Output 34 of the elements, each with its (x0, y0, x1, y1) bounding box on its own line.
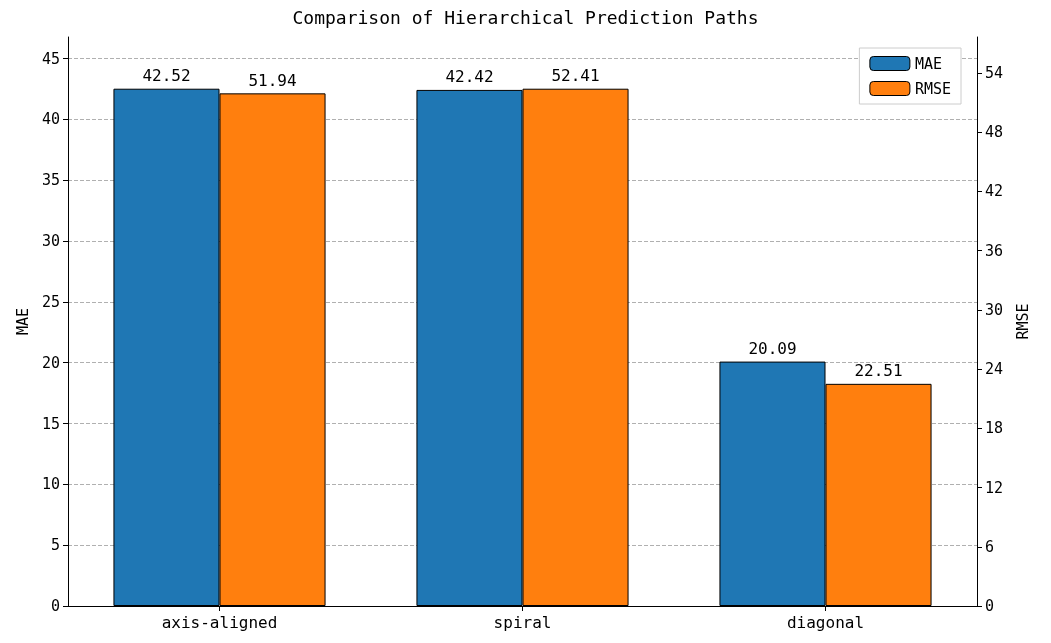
y2-tick-label: 36 (985, 241, 1004, 260)
data-label: 51.94 (248, 70, 297, 90)
y-tick-label: 35 (41, 171, 60, 190)
y-tick-label: 10 (41, 475, 60, 494)
y-tick-label: 20 (41, 353, 60, 372)
chart-title: Comparison of Hierarchical Prediction Paths (292, 6, 759, 28)
y2-tick-label: 0 (985, 597, 995, 615)
y2-tick-label: 6 (985, 537, 995, 556)
y-tick-label: 45 (41, 49, 60, 68)
data-label: 22.51 (854, 361, 903, 381)
y2-tick-label: 24 (985, 360, 1004, 379)
y-tick-label: 15 (41, 414, 60, 433)
x-tick-label: spiral (493, 612, 552, 632)
y2-tick-label: 18 (985, 419, 1004, 438)
y2-tick-label: 12 (985, 478, 1004, 497)
legend-label: MAE (914, 54, 942, 73)
y2-tick-label: 42 (985, 182, 1004, 201)
y-tick-label: 5 (50, 536, 60, 555)
y2-tick-label: 54 (985, 64, 1004, 83)
y-tick-label: 40 (41, 110, 60, 129)
data-label: 52.41 (551, 66, 600, 86)
data-label: 20.09 (748, 339, 797, 359)
y2-tick-label: 48 (985, 123, 1004, 142)
data-label: 42.52 (142, 66, 191, 86)
y-axis-title: MAE (13, 307, 32, 336)
data-label: 42.42 (445, 67, 494, 87)
y-tick-label: 0 (50, 597, 60, 615)
y-tick-label: 30 (41, 232, 60, 251)
x-tick-label: axis-aligned (161, 612, 278, 632)
x-tick-label: diagonal (786, 612, 865, 632)
y-tick-label: 25 (41, 292, 60, 311)
y2-axis-title: RMSE (1013, 303, 1032, 340)
legend-label: RMSE (914, 79, 951, 98)
y2-tick-label: 30 (985, 300, 1004, 319)
